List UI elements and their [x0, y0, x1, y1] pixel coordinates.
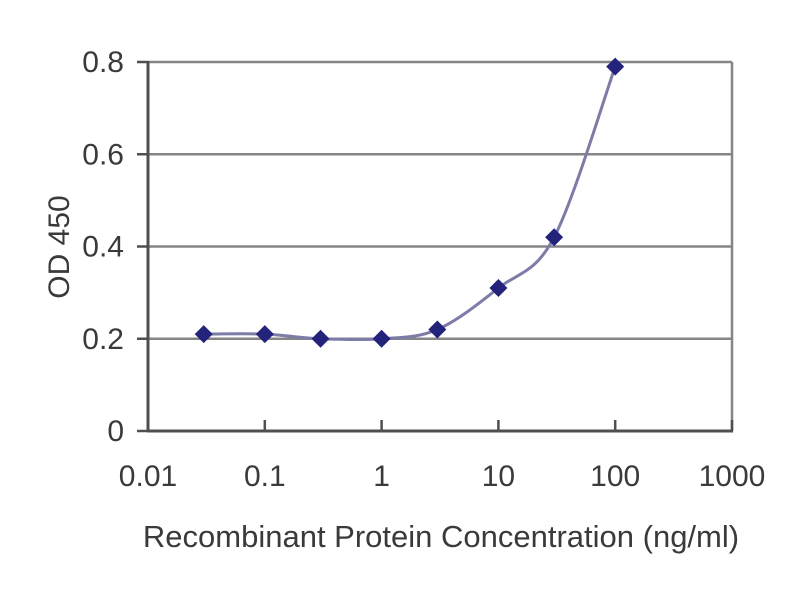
data-point-marker	[606, 57, 625, 76]
y-tick-label: 0.4	[82, 231, 124, 264]
data-point-marker	[194, 325, 213, 344]
x-tick-label: 1	[373, 460, 390, 493]
data-point-marker	[489, 279, 508, 298]
data-point-marker	[428, 320, 447, 339]
data-point-marker	[311, 329, 330, 348]
y-tick-label: 0	[107, 415, 124, 448]
y-tick-label: 0.2	[82, 323, 124, 356]
y-axis-title: OD 450	[43, 195, 76, 299]
x-tick-label: 1000	[699, 460, 766, 493]
data-point-marker	[255, 325, 274, 344]
y-tick-label: 0.8	[82, 46, 124, 79]
data-point-marker	[372, 329, 391, 348]
x-tick-label: 0.01	[119, 460, 177, 493]
x-tick-label: 10	[482, 460, 515, 493]
x-axis-title: Recombinant Protein Concentration (ng/ml…	[142, 519, 740, 554]
x-tick-label: 100	[590, 460, 640, 493]
y-tick-label: 0.6	[82, 138, 124, 171]
x-tick-label: 0.1	[244, 460, 286, 493]
data-point-marker	[545, 228, 564, 247]
series-line	[203, 66, 617, 342]
